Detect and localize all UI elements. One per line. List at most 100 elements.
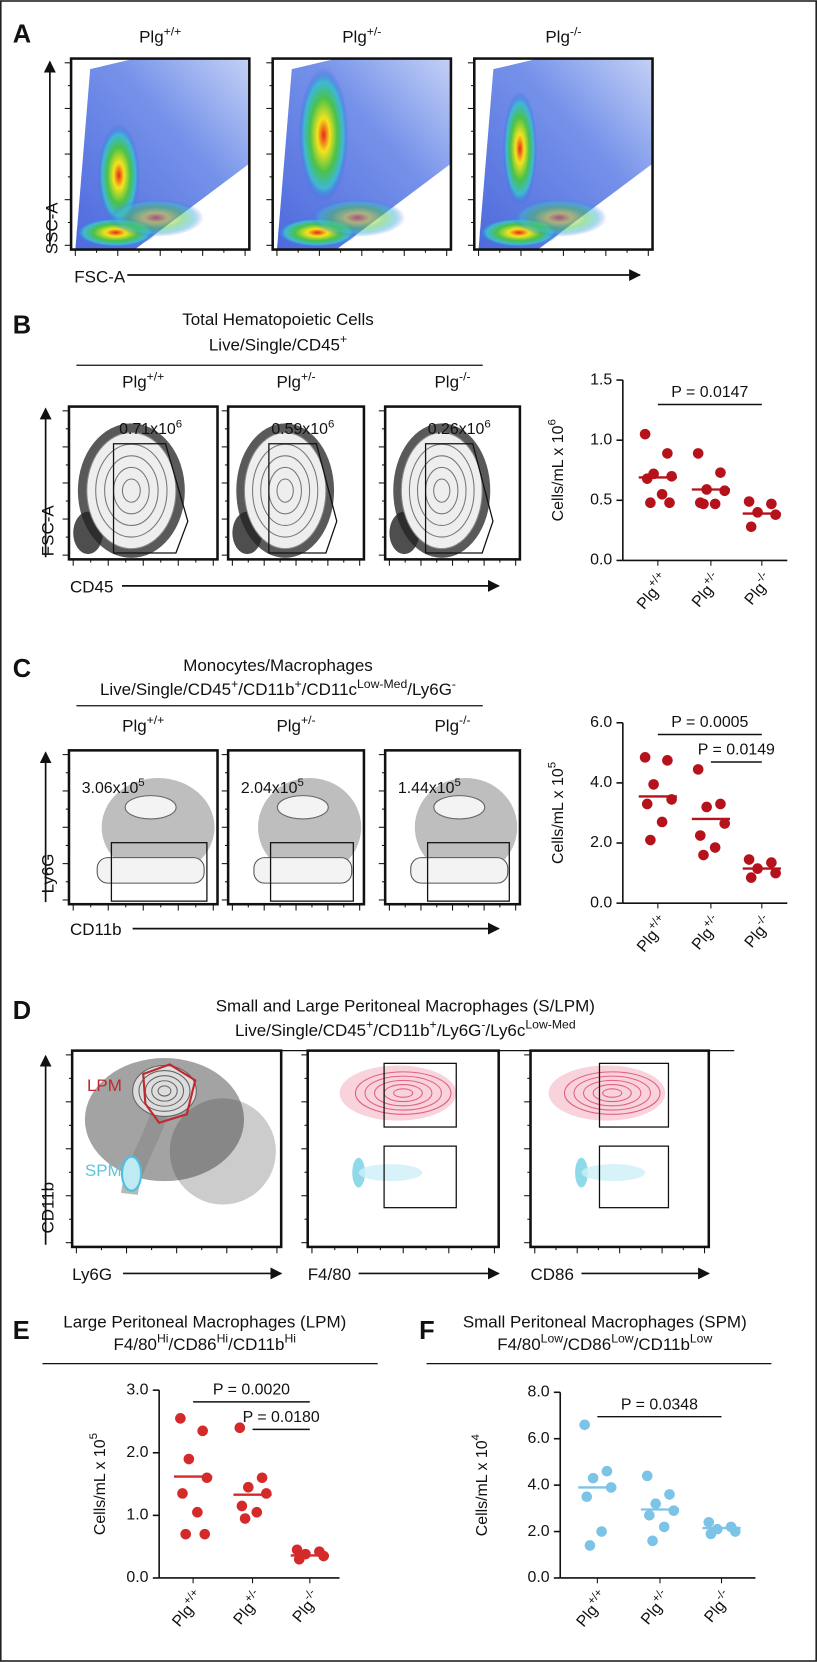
x-tick-label: Plg+/- <box>228 1587 268 1629</box>
data-point <box>664 1489 675 1500</box>
panel-letter: D <box>13 997 31 1025</box>
gate <box>426 842 510 902</box>
data-point <box>692 448 704 459</box>
text-part: F4/80 <box>497 1335 540 1354</box>
superscript: 5 <box>297 777 303 789</box>
y-tick-label: 4.0 <box>527 1476 549 1493</box>
y-tick-label: 8.0 <box>527 1383 549 1400</box>
superscript: Low-Med <box>525 1018 575 1032</box>
contour <box>573 1075 651 1111</box>
data-point <box>261 1488 272 1499</box>
text-part: Plg <box>634 927 662 956</box>
contour <box>433 795 486 820</box>
data-point <box>251 1506 263 1518</box>
panel-subtitle: F4/80Hi/CD86Hi/CD11bHi <box>114 1332 296 1354</box>
data-point <box>766 857 777 868</box>
data-point <box>743 496 755 507</box>
gate-count: 2.04x105 <box>241 777 304 797</box>
y-tick-label: 0.0 <box>590 552 612 569</box>
y-axis-label: Cells/mL x 106 <box>547 419 568 521</box>
text-part: /Ly6G <box>437 1021 482 1040</box>
superscript: Low-Med <box>357 677 407 691</box>
y-tick-label: 2.0 <box>126 1444 148 1461</box>
contour <box>592 1084 632 1103</box>
x-tick-label: Plg-/- <box>287 1587 325 1626</box>
contour <box>253 857 353 884</box>
x-tick-label: Plg+/- <box>686 912 726 954</box>
genotype-label: Plg-/- <box>434 713 470 735</box>
contour <box>104 455 159 526</box>
data-point <box>291 1544 303 1556</box>
data-point <box>579 1419 590 1431</box>
density-cluster <box>108 198 204 237</box>
superscript: +/- <box>301 369 316 383</box>
spm-gate <box>120 1155 143 1192</box>
data-point <box>666 470 677 482</box>
data-point <box>596 1526 607 1537</box>
gate-count: 0.59x106 <box>271 418 334 438</box>
data-point <box>197 1425 208 1437</box>
superscript: 5 <box>88 1433 100 1439</box>
panel-letter: B <box>13 311 31 339</box>
data-point <box>641 1470 653 1482</box>
data-point <box>645 497 656 509</box>
superscript: Hi <box>284 1332 296 1346</box>
gate <box>110 842 208 902</box>
gate <box>424 443 494 554</box>
superscript: + <box>231 677 238 691</box>
axis-label: Ly6G <box>38 853 57 893</box>
event-haze <box>548 1065 666 1121</box>
data-point <box>239 1513 251 1524</box>
contour <box>276 478 294 503</box>
y-axis-label: Cells/mL x 105 <box>88 1433 109 1535</box>
y-tick-label: 0.0 <box>590 894 612 911</box>
text-part: /CD11b <box>238 680 294 699</box>
contour <box>433 478 451 503</box>
panel-letter: E <box>13 1317 30 1345</box>
contour <box>132 1064 197 1117</box>
event-haze <box>169 1098 276 1205</box>
genotype-label: Plg+/+ <box>122 713 164 735</box>
contour <box>86 432 177 550</box>
data-point <box>647 1535 658 1547</box>
data-point <box>662 755 673 766</box>
y-tick-label: 2.0 <box>527 1523 549 1540</box>
axis-label: CD86 <box>531 1265 574 1284</box>
axis-label: Ly6G <box>72 1265 112 1284</box>
text-part: Cells/mL x 10 <box>550 768 567 864</box>
genotype-label: Plg+/+ <box>139 25 181 47</box>
text-part: Live/Single/CD45 <box>100 680 231 699</box>
text-part: Plg <box>689 582 717 611</box>
text-part: Cells/mL x 10 <box>92 1439 109 1535</box>
text-part: Live/Single/CD45 <box>209 335 340 354</box>
contour <box>157 1085 172 1097</box>
x-tick-label: Plg-/- <box>739 912 777 951</box>
text-part: /CD86 <box>169 1335 217 1354</box>
axis-label: F4/80 <box>308 1265 351 1284</box>
data-point <box>698 498 709 510</box>
axis-label: CD45 <box>70 577 113 596</box>
text-part: 0.71x10 <box>119 421 176 438</box>
text-part: Plg <box>638 1600 666 1629</box>
text-part: /CD11c <box>302 680 358 699</box>
contour <box>124 795 177 820</box>
data-point <box>641 798 653 810</box>
p-value: P = 0.0005 <box>671 714 748 731</box>
p-value: P = 0.0147 <box>671 384 748 401</box>
text-part: 0.26x10 <box>428 421 485 438</box>
data-point <box>234 1422 246 1434</box>
data-point <box>644 1509 655 1521</box>
superscript: Hi <box>157 1332 169 1346</box>
y-tick-label: 1.5 <box>590 371 612 388</box>
contour <box>416 455 467 526</box>
data-point <box>662 448 673 459</box>
data-point <box>584 1540 596 1551</box>
superscript: + <box>430 1018 437 1032</box>
gate-count: 0.26x106 <box>428 418 491 438</box>
superscript: + <box>340 332 347 346</box>
x-tick-label: Plg+/+ <box>631 912 673 956</box>
panel-title: Small Peritoneal Macrophages (SPM) <box>463 1313 747 1332</box>
contour <box>602 1088 623 1098</box>
superscript: +/+ <box>164 25 182 39</box>
superscript: + <box>366 1018 373 1032</box>
